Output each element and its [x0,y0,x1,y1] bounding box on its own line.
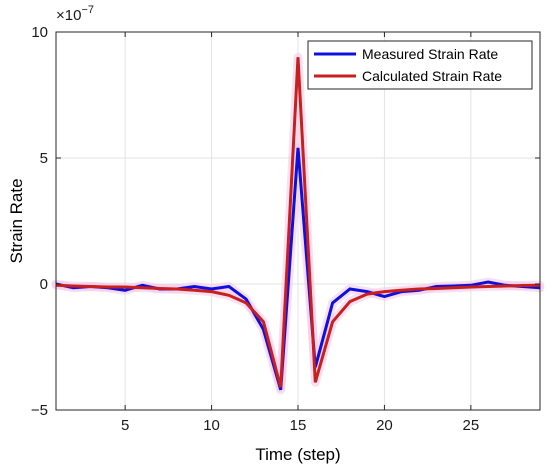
x-tick-label: 15 [290,417,307,434]
x-tick-label: 20 [376,417,393,434]
axis-ticks: 5 10 15 20 25 −5 0 5 10 [31,24,540,434]
y-axis-exponent: ×10−7 [56,4,94,24]
x-axis-title: Time (step) [255,445,340,464]
y-tick-label: 10 [31,24,48,41]
x-tick-label: 5 [121,417,129,434]
legend-label-calculated: Calculated Strain Rate [362,68,502,84]
y-tick-label: 5 [40,150,48,167]
legend-label-measured: Measured Strain Rate [362,46,498,62]
y-axis-title: Strain Rate [7,178,26,263]
x-tick-label: 25 [463,417,480,434]
legend-box [307,40,533,90]
y-tick-label: −5 [31,402,48,419]
calculated-strain-rate-line [55,57,541,388]
x-tick-label: 10 [203,417,220,434]
legend: Measured Strain Rate Calculated Strain R… [307,40,533,90]
y-tick-label: 0 [40,276,48,293]
series-lines [51,52,545,395]
